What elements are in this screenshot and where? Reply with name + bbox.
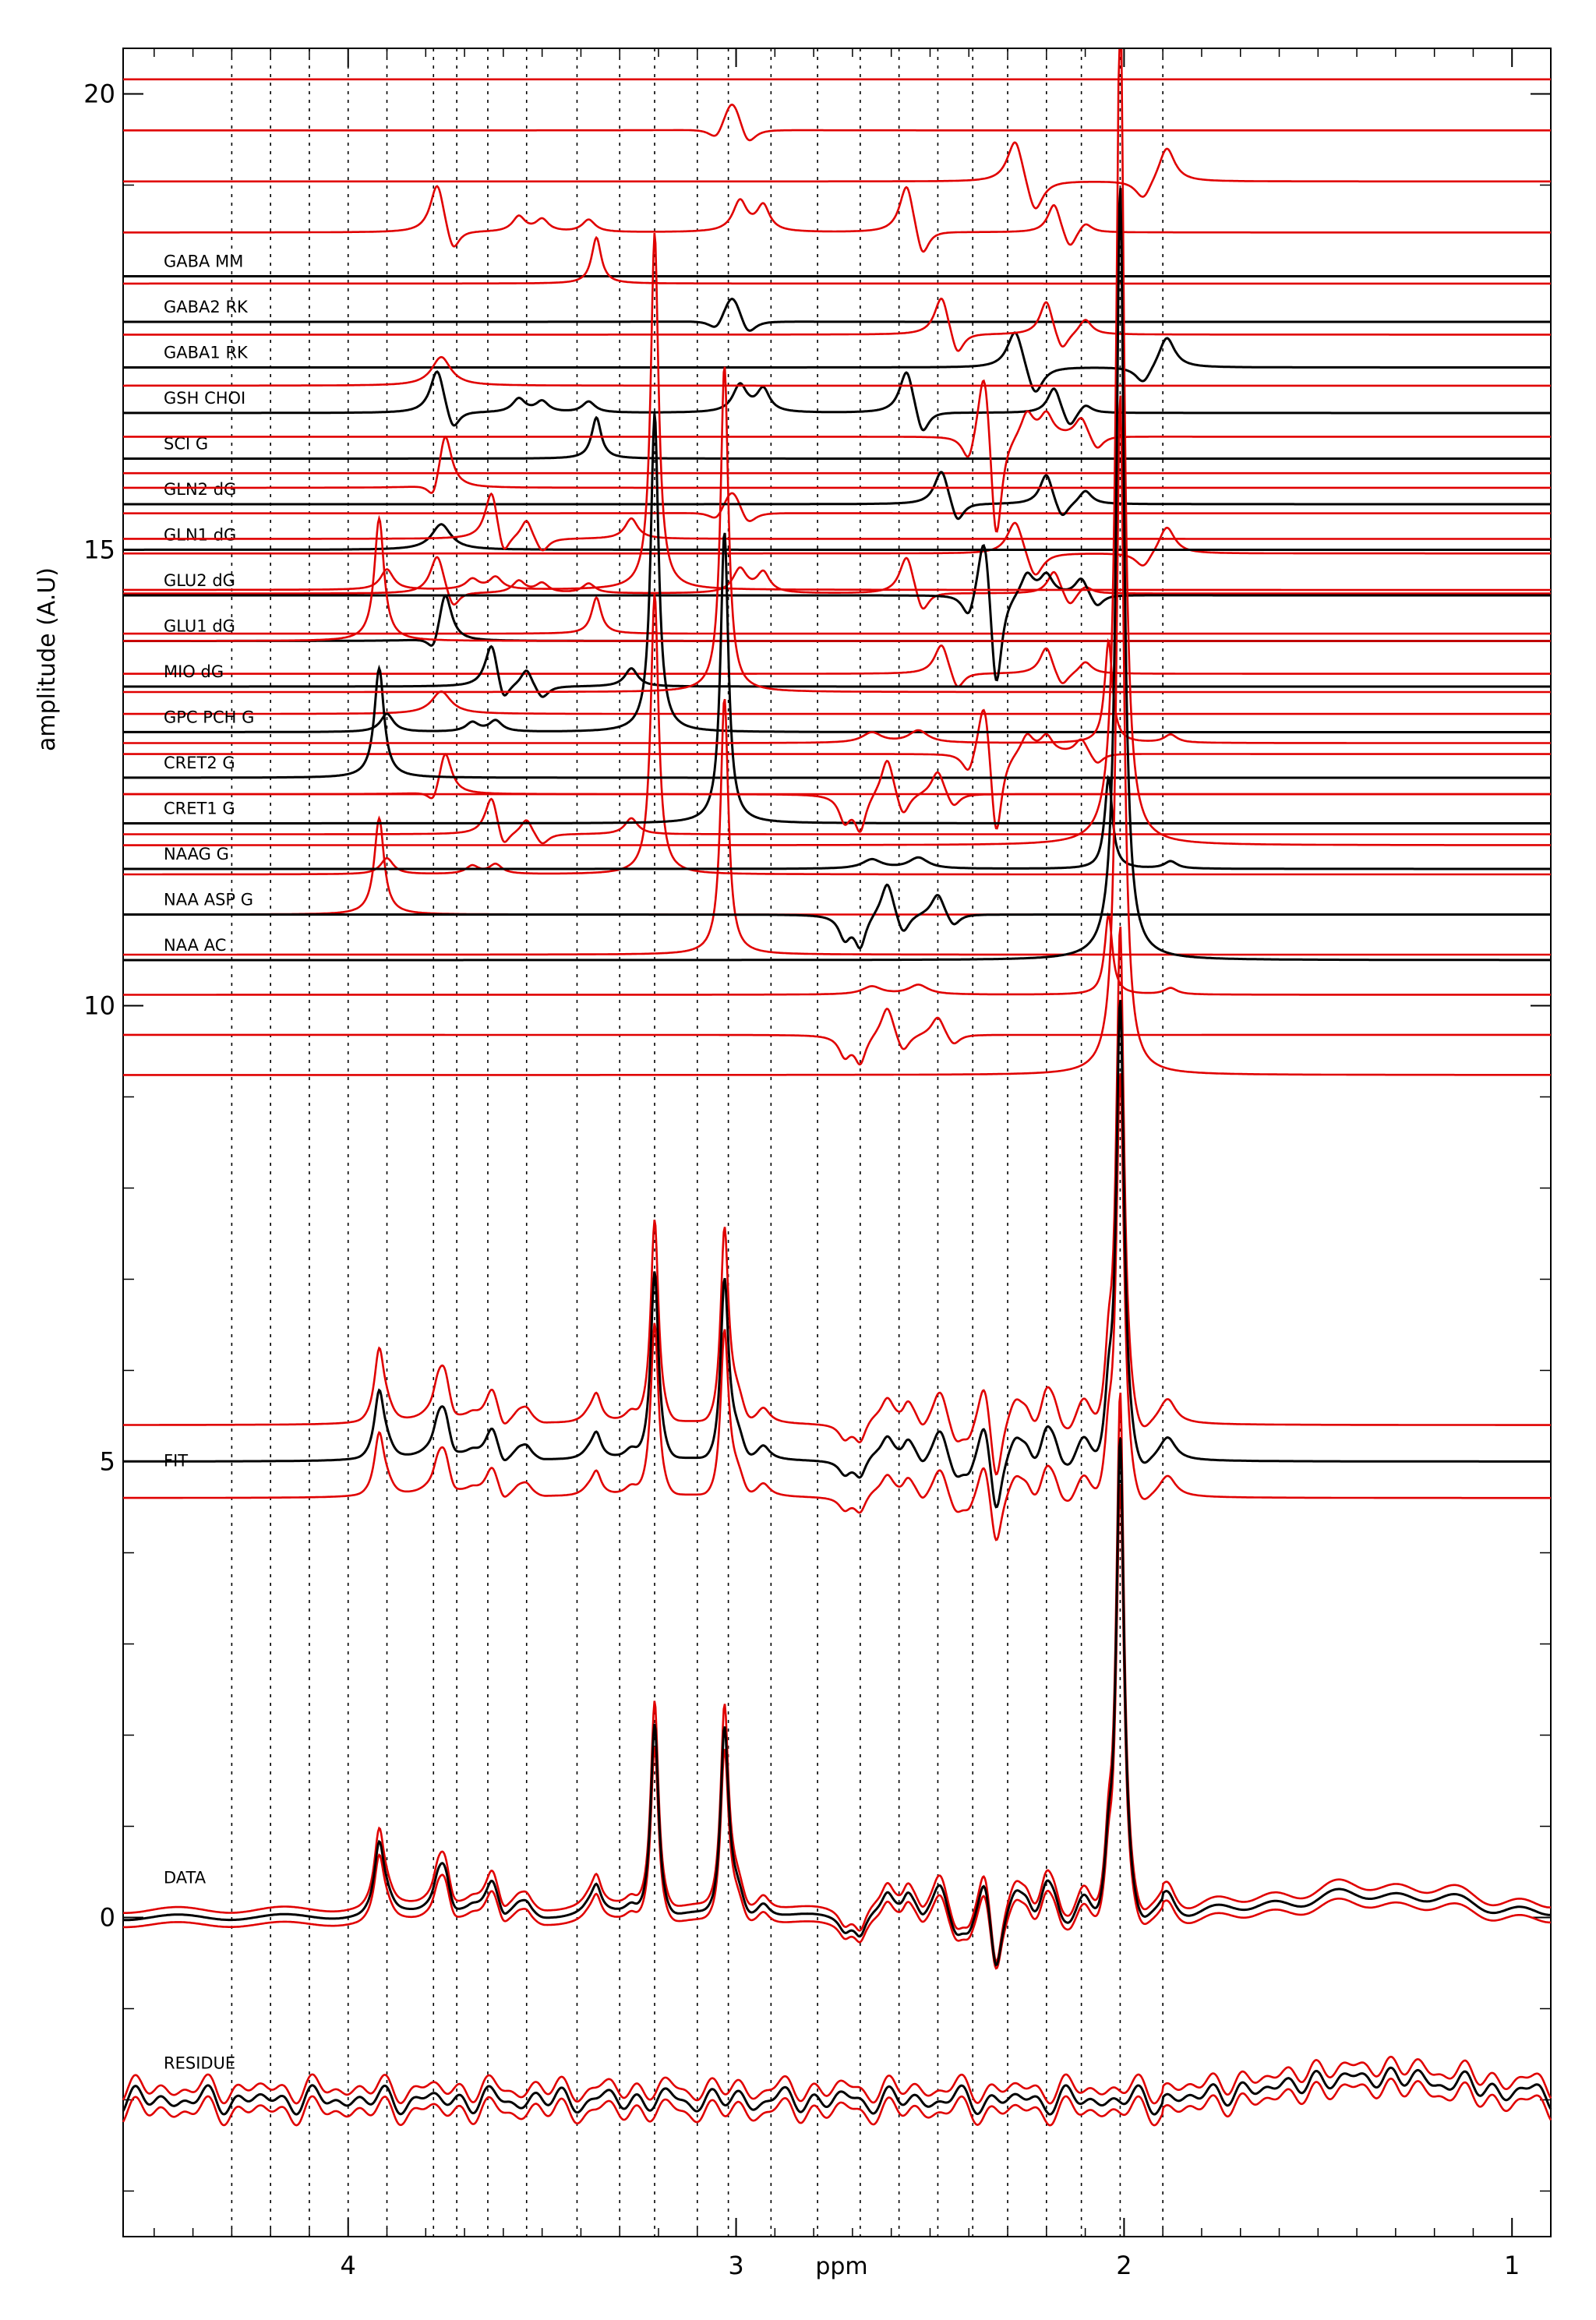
metabolite-trace-band-upper xyxy=(123,366,1551,694)
residue-trace-band-upper xyxy=(122,2055,1552,2105)
x-axis-title: ppm xyxy=(815,2253,867,2280)
y-tick-label: 0 xyxy=(100,1903,115,1933)
metabolite-label: GPC PCH G xyxy=(164,708,254,727)
metabolite-label: NAAG G xyxy=(164,845,229,863)
metabolite-trace-band-lower xyxy=(123,815,1551,916)
metabolite-trace-line xyxy=(123,297,1551,332)
data-trace-line xyxy=(123,1438,1551,1967)
x-tick-label: 3 xyxy=(728,2251,743,2280)
metabolite-trace-band-lower xyxy=(123,1007,1551,1066)
metabolite-trace-band-lower xyxy=(123,690,1551,715)
y-tick-label: 5 xyxy=(100,1447,115,1477)
metabolite-trace-band-upper xyxy=(123,492,1551,552)
residue-trace-band-lower xyxy=(122,2077,1552,2127)
residue-trace-line xyxy=(122,2066,1552,2116)
metabolite-trace-line xyxy=(123,415,1551,460)
metabolite-trace-line xyxy=(123,543,1551,682)
metabolite-trace-band-lower xyxy=(123,492,1551,522)
metabolite-trace-band-upper xyxy=(123,103,1551,142)
metabolite-trace-band-upper xyxy=(123,141,1551,210)
metabolite-trace-band-lower xyxy=(123,521,1551,576)
metabolite-trace-line xyxy=(123,644,1551,698)
metabolite-label: NAA ASP G xyxy=(164,891,253,909)
metabolite-label: GLU1 dG xyxy=(164,617,235,636)
x-tick-label: 2 xyxy=(1116,2251,1132,2280)
metabolite-trace-band-upper xyxy=(123,759,1551,833)
metabolite-label: GLN2 dG xyxy=(164,480,236,499)
fit-trace-band-upper xyxy=(123,926,1551,1476)
metabolite-trace-line xyxy=(123,471,1551,521)
metabolite-label: CRET2 G xyxy=(164,754,235,772)
metabolite-label: MIO dG xyxy=(164,662,224,681)
metabolite-trace-line xyxy=(123,523,1551,551)
plot-frame xyxy=(122,48,1552,2237)
metabolite-label: GABA2 RK xyxy=(164,298,249,316)
metabolite-trace-band-upper xyxy=(123,48,1551,846)
metabolite-trace-band-lower xyxy=(123,556,1551,610)
metabolite-trace-band-upper xyxy=(123,355,1551,387)
metabolite-trace-line xyxy=(123,331,1551,393)
metabolite-trace-band-upper xyxy=(123,637,1551,744)
x-tick-label: 4 xyxy=(341,2251,356,2280)
y-tick-label: 20 xyxy=(83,79,115,109)
fit-trace-line xyxy=(123,1000,1551,1509)
metabolite-trace-band-lower xyxy=(123,797,1551,845)
metabolite-label: GLN1 dG xyxy=(164,526,236,545)
data-label: DATA xyxy=(164,1869,207,1887)
metabolite-trace-line xyxy=(123,188,1551,962)
metabolite-trace-band-upper xyxy=(123,297,1551,352)
metabolite-trace-band-upper xyxy=(123,235,1551,285)
metabolite-trace-line xyxy=(123,883,1551,950)
metabolite-trace-line xyxy=(123,532,1551,825)
fit-label: FIT xyxy=(164,1452,188,1471)
metabolite-trace-band-upper xyxy=(123,232,1551,591)
metabolite-trace-band-upper xyxy=(123,514,1551,642)
metabolite-trace-band-upper xyxy=(123,185,1551,253)
data-trace-band-upper xyxy=(123,1392,1551,1963)
metabolite-label: GSH CHOI xyxy=(164,389,245,408)
metabolite-trace-band-lower xyxy=(123,594,1551,876)
metabolite-trace-line xyxy=(123,775,1551,870)
residue-label: RESIDUE xyxy=(164,2054,235,2073)
metabolite-label: GABA MM xyxy=(164,252,243,271)
metabolite-trace-line xyxy=(123,413,1551,733)
metabolite-trace-band-lower xyxy=(123,395,1551,1076)
x-tick-label: 1 xyxy=(1504,2251,1520,2280)
metabolite-trace-band-lower xyxy=(123,698,1551,956)
metabolite-label: GLU2 dG xyxy=(164,571,235,590)
metabolite-trace-band-lower xyxy=(123,595,1551,635)
fit-trace-band-lower xyxy=(123,1073,1551,1541)
metabolite-trace-band-lower xyxy=(123,644,1551,688)
data-trace-band-lower xyxy=(123,1484,1551,1970)
y-tick-label: 10 xyxy=(83,991,115,1021)
metabolite-label: NAA AC xyxy=(164,936,226,955)
y-tick-label: 15 xyxy=(83,535,115,565)
metabolite-trace-line xyxy=(123,370,1551,432)
metabolite-trace-band-upper xyxy=(123,379,1551,533)
metabolite-trace-band-lower xyxy=(123,912,1551,996)
y-axis-title: amplitude (A.U) xyxy=(34,567,61,751)
metabolite-trace-line xyxy=(123,664,1551,779)
metabolite-label: GABA1 RK xyxy=(164,344,249,362)
metabolite-trace-band-lower xyxy=(123,708,1551,830)
metabolite-trace-band-upper xyxy=(123,435,1551,494)
metabolite-label: CRET1 G xyxy=(164,800,235,818)
